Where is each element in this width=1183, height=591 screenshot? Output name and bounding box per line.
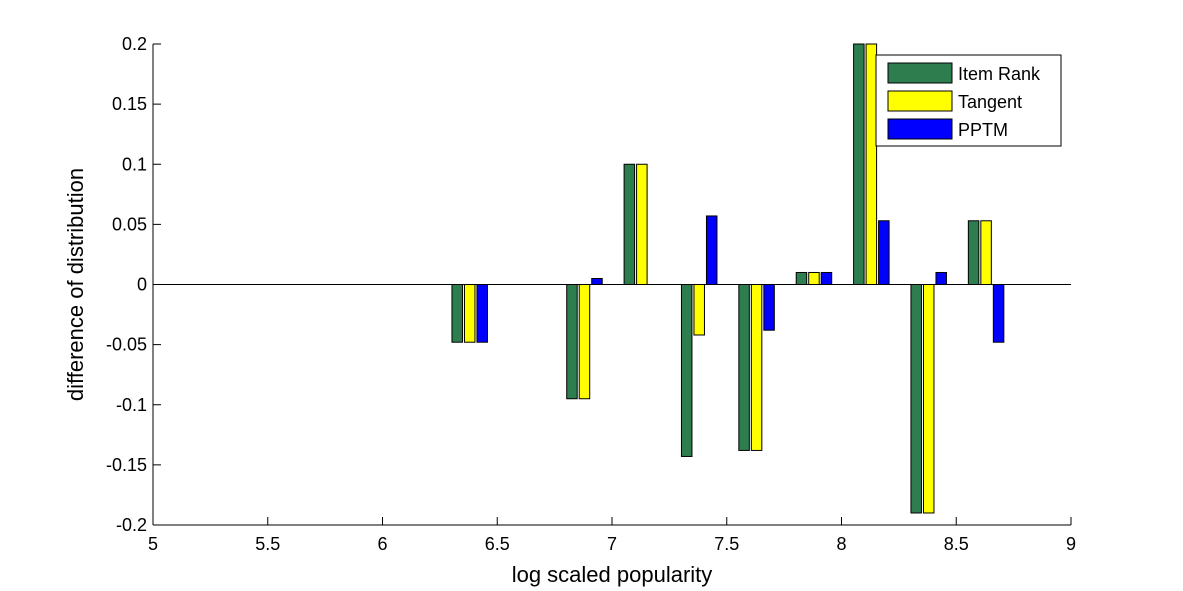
bar-pptm-4 <box>763 284 775 331</box>
bar-item-rank-2 <box>623 163 636 285</box>
bar-item-rank-5 <box>795 271 808 286</box>
y-axis-title: difference of distribution <box>63 168 88 401</box>
x-axis-title: log scaled popularity <box>512 562 713 587</box>
bar-item-rank-0 <box>451 284 463 343</box>
bar-tangent-2 <box>636 163 648 285</box>
bar-tangent-5 <box>808 271 820 286</box>
y-tick-label: -0.15 <box>106 455 147 475</box>
y-tick-label: -0.2 <box>116 515 147 535</box>
bar-tangent-3 <box>693 284 705 336</box>
bar-pptm-7 <box>935 271 947 286</box>
legend-label: Tangent <box>958 92 1022 112</box>
legend-label: Item Rank <box>958 64 1041 84</box>
y-tick-label: 0.05 <box>112 214 147 234</box>
x-tick-label: 5.5 <box>255 534 280 554</box>
legend-swatch <box>887 90 953 112</box>
bar-tangent-0 <box>463 284 476 343</box>
bar-item-rank-7 <box>910 284 922 514</box>
bar-pptm-3 <box>705 215 718 286</box>
y-tick-label: 0.2 <box>122 34 147 54</box>
legend-label: PPTM <box>958 120 1008 140</box>
bar-item-rank-6 <box>853 43 865 285</box>
bar-pptm-1 <box>591 277 603 285</box>
bar-tangent-7 <box>922 284 935 514</box>
x-tick-label: 8.5 <box>944 534 969 554</box>
y-ticks-group: -0.2 -0.15 -0.1 -0.05 0 0.05 0.1 0.15 0.2 <box>106 34 161 535</box>
bar-pptm-5 <box>820 271 833 286</box>
legend: Item Rank Tangent PPTM <box>875 54 1062 147</box>
x-ticks-group: 5 5.5 6 6.5 7 7.5 8 8.5 9 <box>148 517 1076 554</box>
bar-tangent-1 <box>578 284 591 400</box>
x-tick-label: 7 <box>607 534 617 554</box>
bar-item-rank-3 <box>680 284 693 457</box>
bar-item-rank-1 <box>566 284 578 400</box>
y-tick-label: -0.1 <box>116 395 147 415</box>
bar-item-rank-4 <box>738 284 750 451</box>
x-tick-label: 9 <box>1066 534 1076 554</box>
y-tick-label: 0.15 <box>112 94 147 114</box>
bar-pptm-0 <box>476 284 488 343</box>
x-tick-label: 5 <box>148 534 158 554</box>
bar-tangent-8 <box>980 220 992 286</box>
legend-swatch <box>887 118 953 140</box>
bar-item-rank-8 <box>967 220 980 286</box>
x-tick-label: 6.5 <box>485 534 510 554</box>
bar-tangent-6 <box>865 43 878 285</box>
y-tick-label: -0.05 <box>106 335 147 355</box>
x-tick-label: 6 <box>377 534 387 554</box>
bar-pptm-8 <box>992 284 1005 343</box>
legend-swatch <box>887 62 953 84</box>
bar-tangent-4 <box>750 284 763 451</box>
bar-pptm-6 <box>878 220 890 286</box>
y-tick-label: 0 <box>137 275 147 295</box>
y-tick-label: 0.1 <box>122 154 147 174</box>
x-tick-label: 7.5 <box>714 534 739 554</box>
x-tick-label: 8 <box>836 534 846 554</box>
